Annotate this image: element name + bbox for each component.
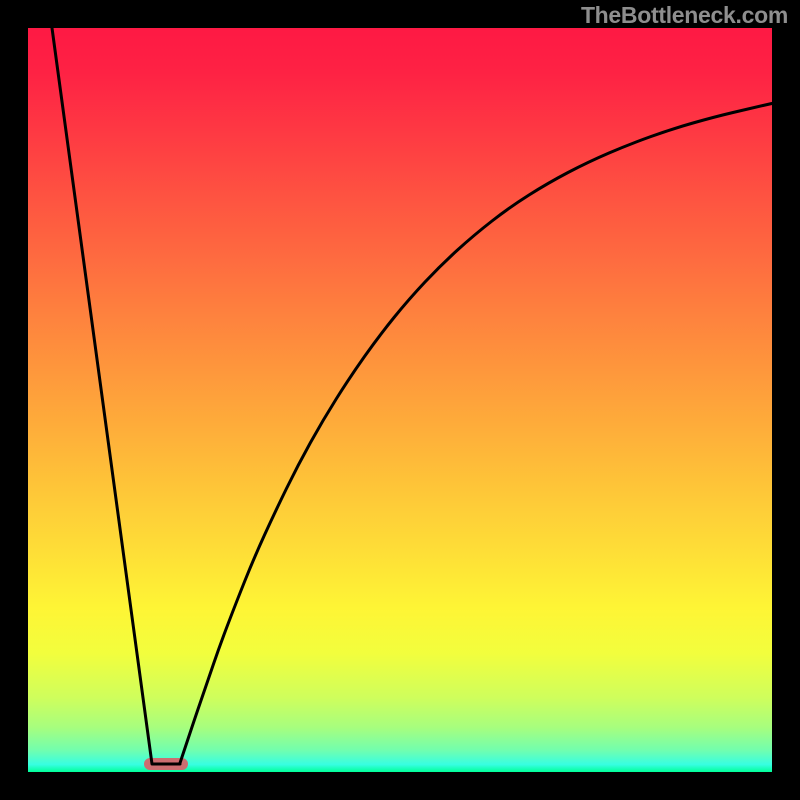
attribution-text: TheBottleneck.com [581,2,788,29]
chart-container: TheBottleneck.com [0,0,800,800]
chart-background [28,28,772,772]
bottleneck-chart [0,0,800,800]
